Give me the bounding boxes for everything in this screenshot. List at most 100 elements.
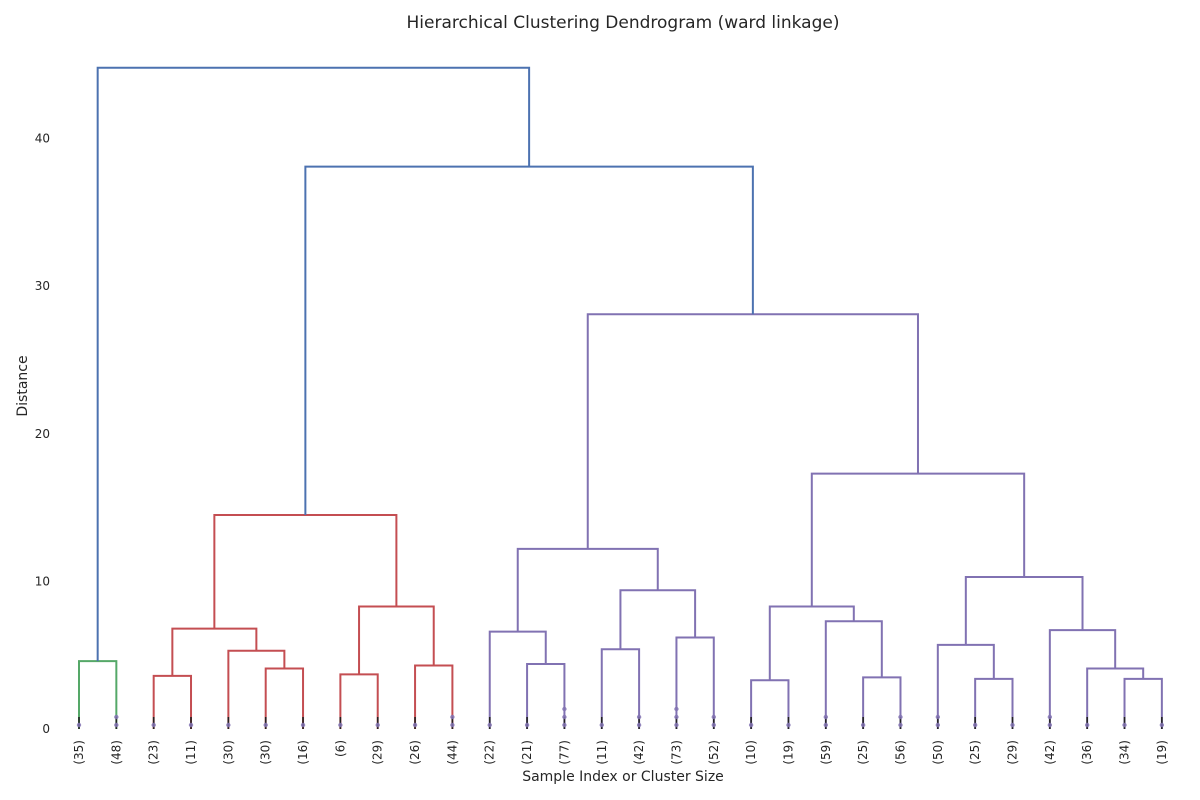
leaf-label: (59) <box>819 740 833 765</box>
truncation-mark <box>487 722 492 728</box>
truncation-mark <box>562 706 567 712</box>
dendrogram-link <box>750 679 790 729</box>
leaf-label: (25) <box>968 740 982 765</box>
truncation-mark <box>151 722 156 728</box>
dendrogram-link <box>824 620 883 729</box>
leaf-label: (48) <box>109 740 123 765</box>
dendrogram-link <box>96 66 531 662</box>
leaf-label: (35) <box>72 740 86 765</box>
dendrogram-link <box>488 630 547 729</box>
truncation-mark <box>114 714 119 720</box>
leaf-label: (42) <box>1043 740 1057 765</box>
y-axis-ticks: 0 10 20 30 40 <box>35 132 50 736</box>
dendrogram-link <box>213 513 398 629</box>
dendrogram-link <box>526 663 566 729</box>
y-tick-label: 20 <box>35 427 50 441</box>
truncation-mark <box>674 706 679 712</box>
truncation-mark <box>300 722 306 728</box>
dendrogram-link <box>152 674 193 729</box>
leaf-label: (19) <box>1155 740 1169 765</box>
truncation-mark <box>450 714 455 720</box>
y-tick-label: 0 <box>42 722 50 736</box>
leaf-label: (22) <box>483 740 497 765</box>
truncation-mark <box>562 722 567 728</box>
truncation-mark <box>711 722 716 728</box>
leaf-label: (56) <box>893 740 907 765</box>
dendrogram-link <box>78 660 118 729</box>
dendrogram-link <box>304 165 754 515</box>
truncation-mark <box>1047 714 1053 720</box>
y-tick-label: 10 <box>35 574 50 588</box>
truncation-mark <box>412 722 418 728</box>
leaf-label: (11) <box>595 740 609 765</box>
truncation-mark <box>226 722 231 728</box>
dendrogram-link <box>974 677 1014 729</box>
leaf-labels: (35) (48) (23) (11) (30) (30) (16) (6) (29) (26) (… <box>72 740 1169 765</box>
dendrogram-link <box>414 664 454 729</box>
dendrogram-link <box>1123 677 1163 729</box>
dendrogram-link <box>586 313 919 549</box>
chart-title: Hierarchical Clustering Dendrogram (ward… <box>407 13 840 33</box>
truncation-mark <box>636 722 642 728</box>
leaf-label: (11) <box>184 740 198 765</box>
dendrogram-link <box>227 649 286 729</box>
dendrogram-link <box>171 627 258 676</box>
truncation-mark <box>562 714 567 720</box>
truncation-mark <box>823 722 828 728</box>
truncation-mark <box>935 722 941 728</box>
leaf-label: (29) <box>371 740 385 765</box>
leaf-label: (42) <box>632 740 646 765</box>
truncation-mark <box>935 714 941 720</box>
leaf-label: (50) <box>931 740 945 765</box>
dendrogram-link <box>862 676 902 729</box>
leaf-label: (29) <box>1006 740 1020 765</box>
truncation-mark <box>823 714 828 720</box>
leaf-label: (16) <box>296 740 310 765</box>
truncation-mark <box>636 714 642 720</box>
dendrogram-link <box>768 605 855 681</box>
leaf-label: (77) <box>557 740 571 765</box>
leaf-label: (52) <box>707 740 721 765</box>
y-axis-label: Distance <box>15 355 31 416</box>
dendrogram-link <box>936 643 995 729</box>
leaf-label: (6) <box>333 740 347 757</box>
leaf-label: (23) <box>147 740 161 765</box>
x-axis-label: Sample Index or Cluster Size <box>522 769 724 785</box>
dendrogram-link <box>1086 667 1145 729</box>
truncation-mark <box>188 722 194 728</box>
truncation-mark <box>674 722 679 728</box>
y-tick-label: 40 <box>35 132 50 146</box>
leaf-label: (30) <box>259 740 273 765</box>
truncation-mark <box>599 722 604 728</box>
dendrogram-link <box>1048 629 1117 729</box>
truncation-mark <box>1047 722 1053 728</box>
truncation-mark <box>375 722 380 728</box>
truncation-mark <box>711 714 716 720</box>
truncation-mark <box>1084 722 1090 728</box>
truncation-mark <box>860 722 866 728</box>
truncation-mark <box>898 722 903 728</box>
dendrogram-link <box>339 673 379 729</box>
dendrogram-links <box>78 66 1163 729</box>
truncation-mark <box>1122 722 1127 728</box>
truncation-mark <box>1159 722 1165 728</box>
leaf-label: (36) <box>1080 740 1094 765</box>
dendrogram-link <box>358 605 435 675</box>
dendrogram-link <box>964 575 1084 645</box>
leaf-label: (25) <box>856 740 870 765</box>
dendrogram-link <box>675 636 715 729</box>
leaf-label: (26) <box>408 740 422 765</box>
truncation-mark <box>338 722 343 728</box>
leaf-label: (34) <box>1118 740 1132 765</box>
truncation-mark <box>786 722 791 728</box>
leaf-label: (10) <box>744 740 758 765</box>
truncation-mark <box>1010 722 1015 728</box>
truncation-mark <box>524 722 530 728</box>
dendrogram-link <box>264 667 305 729</box>
truncation-mark <box>748 722 754 728</box>
dendrogram-link <box>810 472 1026 607</box>
leaf-label: (73) <box>669 740 683 765</box>
truncation-mark <box>972 722 978 728</box>
truncation-mark <box>450 722 455 728</box>
